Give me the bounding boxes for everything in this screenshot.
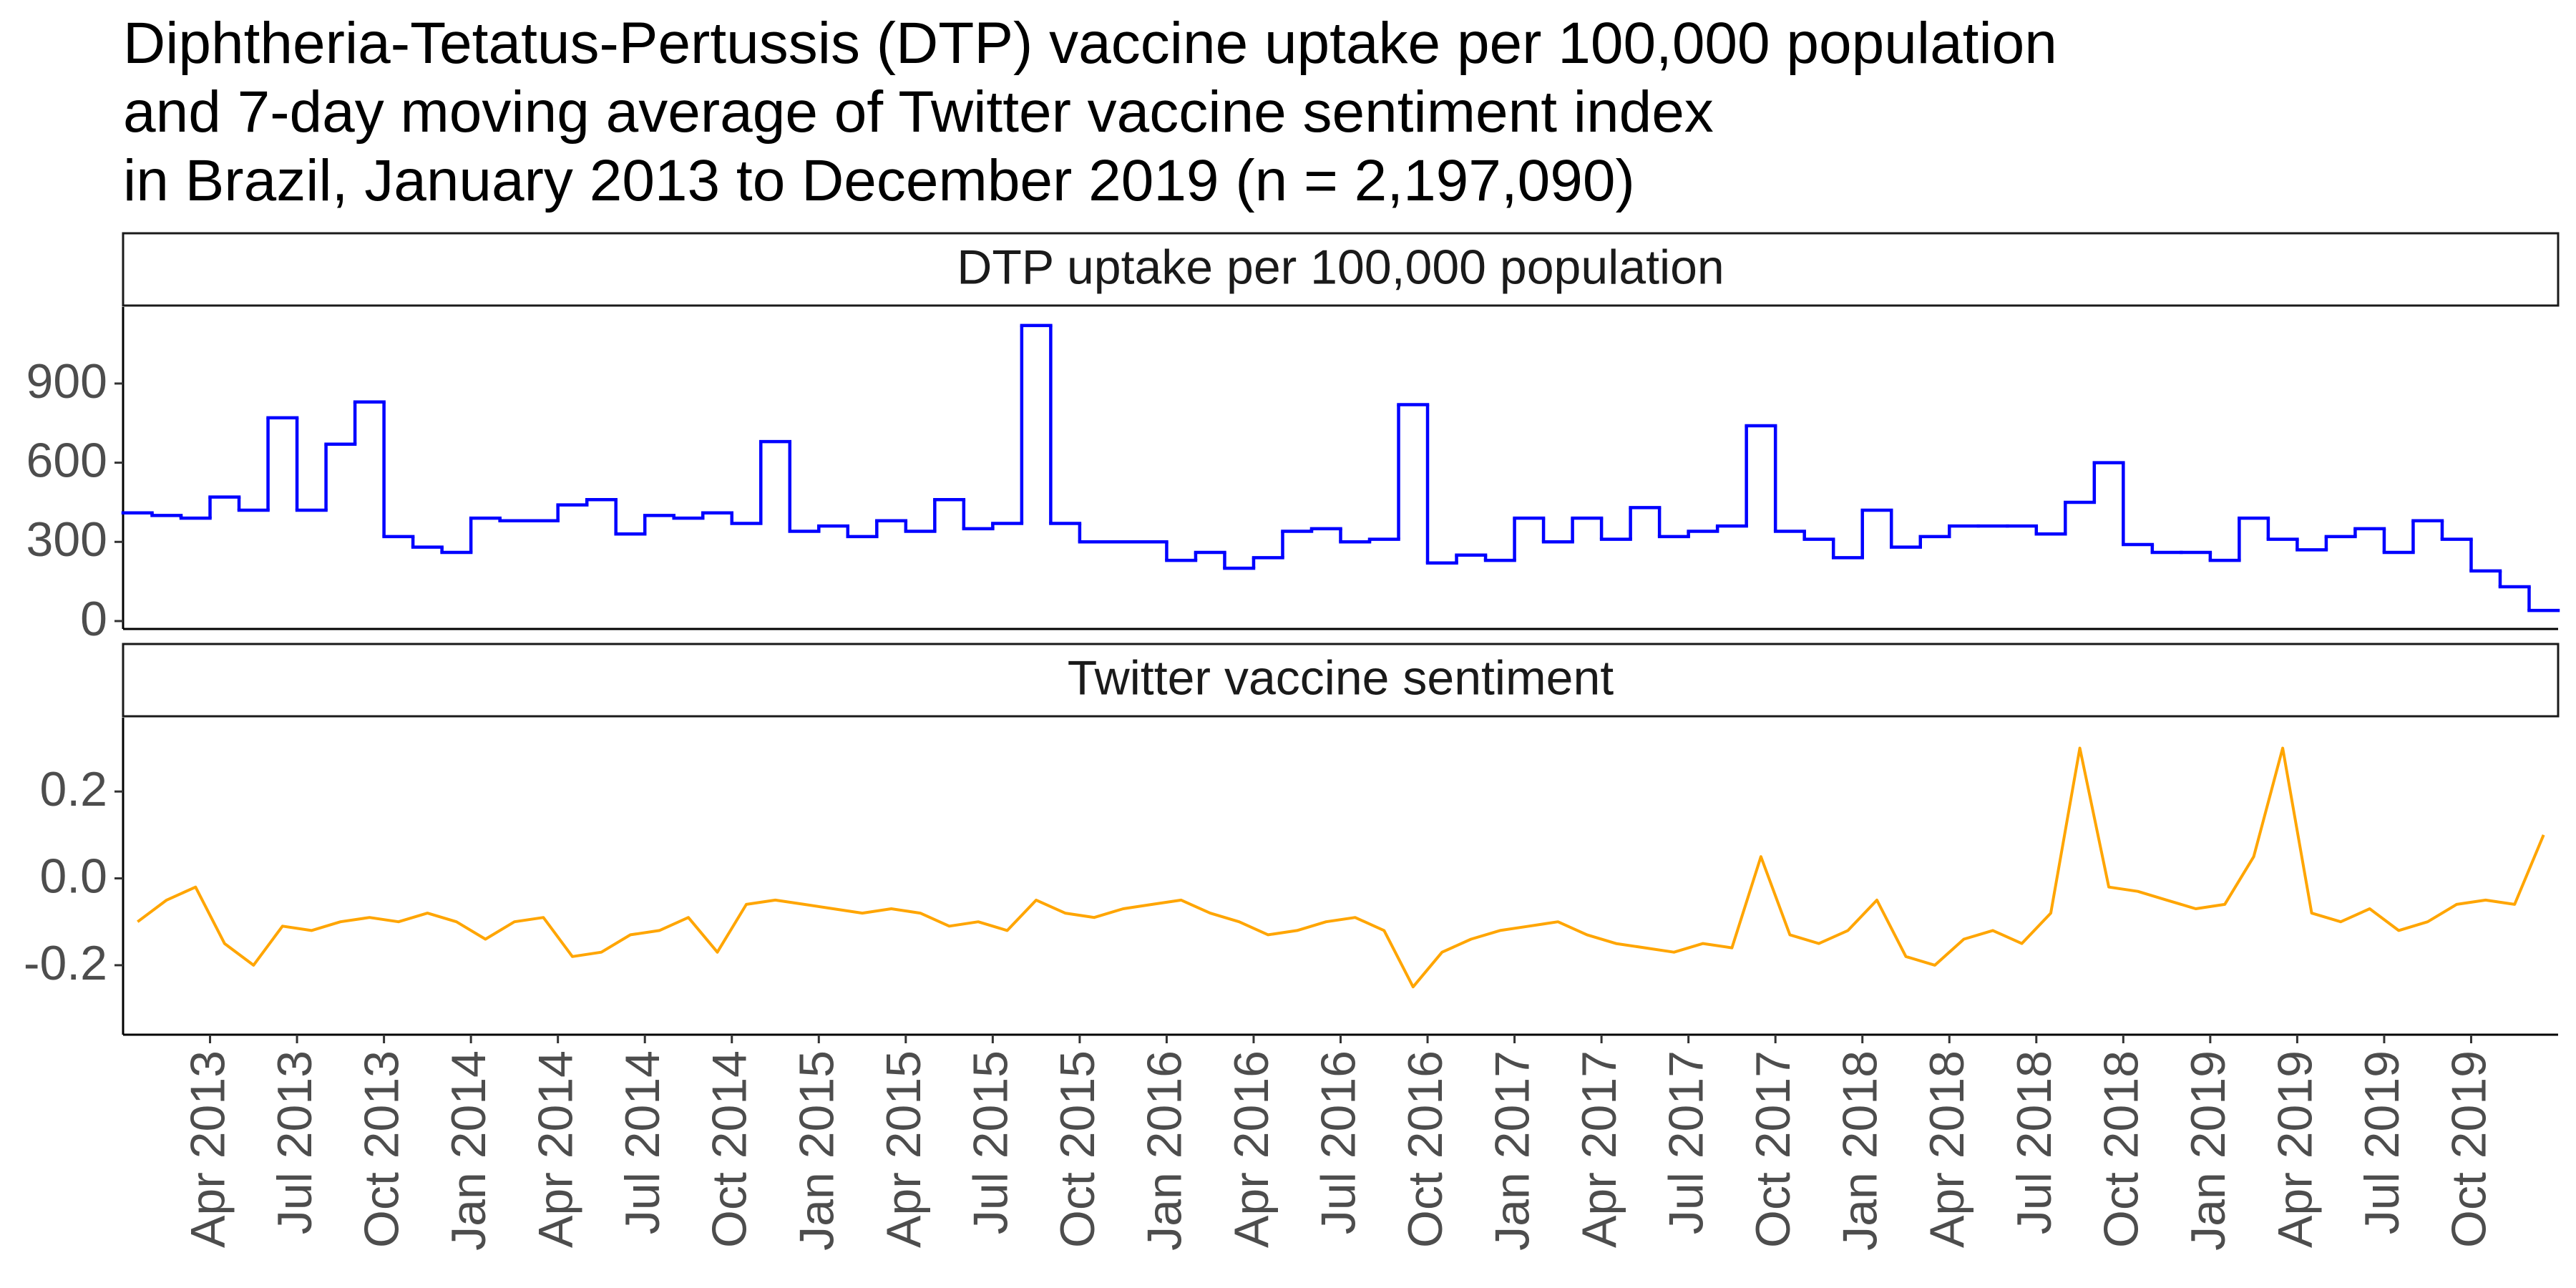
x-tick-label: Jan 2015 (789, 1050, 844, 1251)
chart-title: and 7-day moving average of Twitter vacc… (123, 79, 1714, 145)
x-tick-label: Oct 2016 (1398, 1050, 1453, 1248)
x-tick-label: Apr 2013 (181, 1050, 235, 1248)
x-tick-label: Jan 2016 (1137, 1050, 1191, 1251)
x-tick-label: Apr 2017 (1572, 1050, 1626, 1248)
x-tick-label: Jan 2014 (441, 1050, 496, 1251)
y-tick-label: 0 (80, 592, 107, 646)
x-tick-label: Apr 2014 (529, 1050, 583, 1248)
y-tick-label: 0.0 (39, 849, 107, 904)
x-tick-label: Oct 2014 (703, 1050, 757, 1248)
x-tick-label: Jan 2019 (2181, 1050, 2235, 1251)
facet-strip (122, 643, 2560, 718)
x-tick-label: Oct 2013 (355, 1050, 409, 1248)
x-tick-label: Jul 2017 (1659, 1050, 1714, 1234)
x-tick-label: Jul 2019 (2355, 1050, 2409, 1234)
x-tick-label: Jul 2015 (963, 1050, 1018, 1234)
x-tick-label: Apr 2018 (1920, 1050, 1974, 1248)
x-tick-label: Apr 2016 (1224, 1050, 1279, 1248)
facet-title: DTP uptake per 100,000 population (957, 240, 1724, 294)
facet-strip (122, 232, 2560, 307)
x-tick-label: Oct 2015 (1050, 1050, 1105, 1248)
y-tick-label: 0.2 (39, 762, 107, 816)
y-tick-label: 900 (26, 354, 107, 409)
plot-area (137, 746, 2545, 989)
x-tick-label: Jul 2016 (1311, 1050, 1365, 1234)
x-tick-label: Apr 2019 (2268, 1050, 2322, 1248)
line-series (137, 746, 2545, 989)
y-tick-label: -0.2 (24, 936, 107, 990)
plot-area (121, 323, 2560, 613)
x-tick-label: Jan 2018 (1833, 1050, 1888, 1251)
x-tick-label: Jul 2018 (2007, 1050, 2062, 1234)
x-tick-label: Jul 2014 (615, 1050, 670, 1234)
y-tick-label: 300 (26, 512, 107, 567)
chart-title: in Brazil, January 2013 to December 2019… (123, 148, 1635, 213)
facet-title: Twitter vaccine sentiment (1068, 650, 1614, 705)
x-tick-label: Jul 2013 (268, 1050, 322, 1234)
chart-title: Diphtheria-Tetatus-Pertussis (DTP) vacci… (123, 11, 2057, 76)
x-tick-label: Jan 2017 (1485, 1050, 1540, 1251)
x-tick-label: Oct 2019 (2441, 1050, 2496, 1248)
x-tick-label: Oct 2018 (2094, 1050, 2148, 1248)
x-tick-label: Oct 2017 (1746, 1050, 1800, 1248)
x-tick-label: Apr 2015 (877, 1050, 931, 1248)
y-tick-label: 600 (26, 434, 107, 488)
